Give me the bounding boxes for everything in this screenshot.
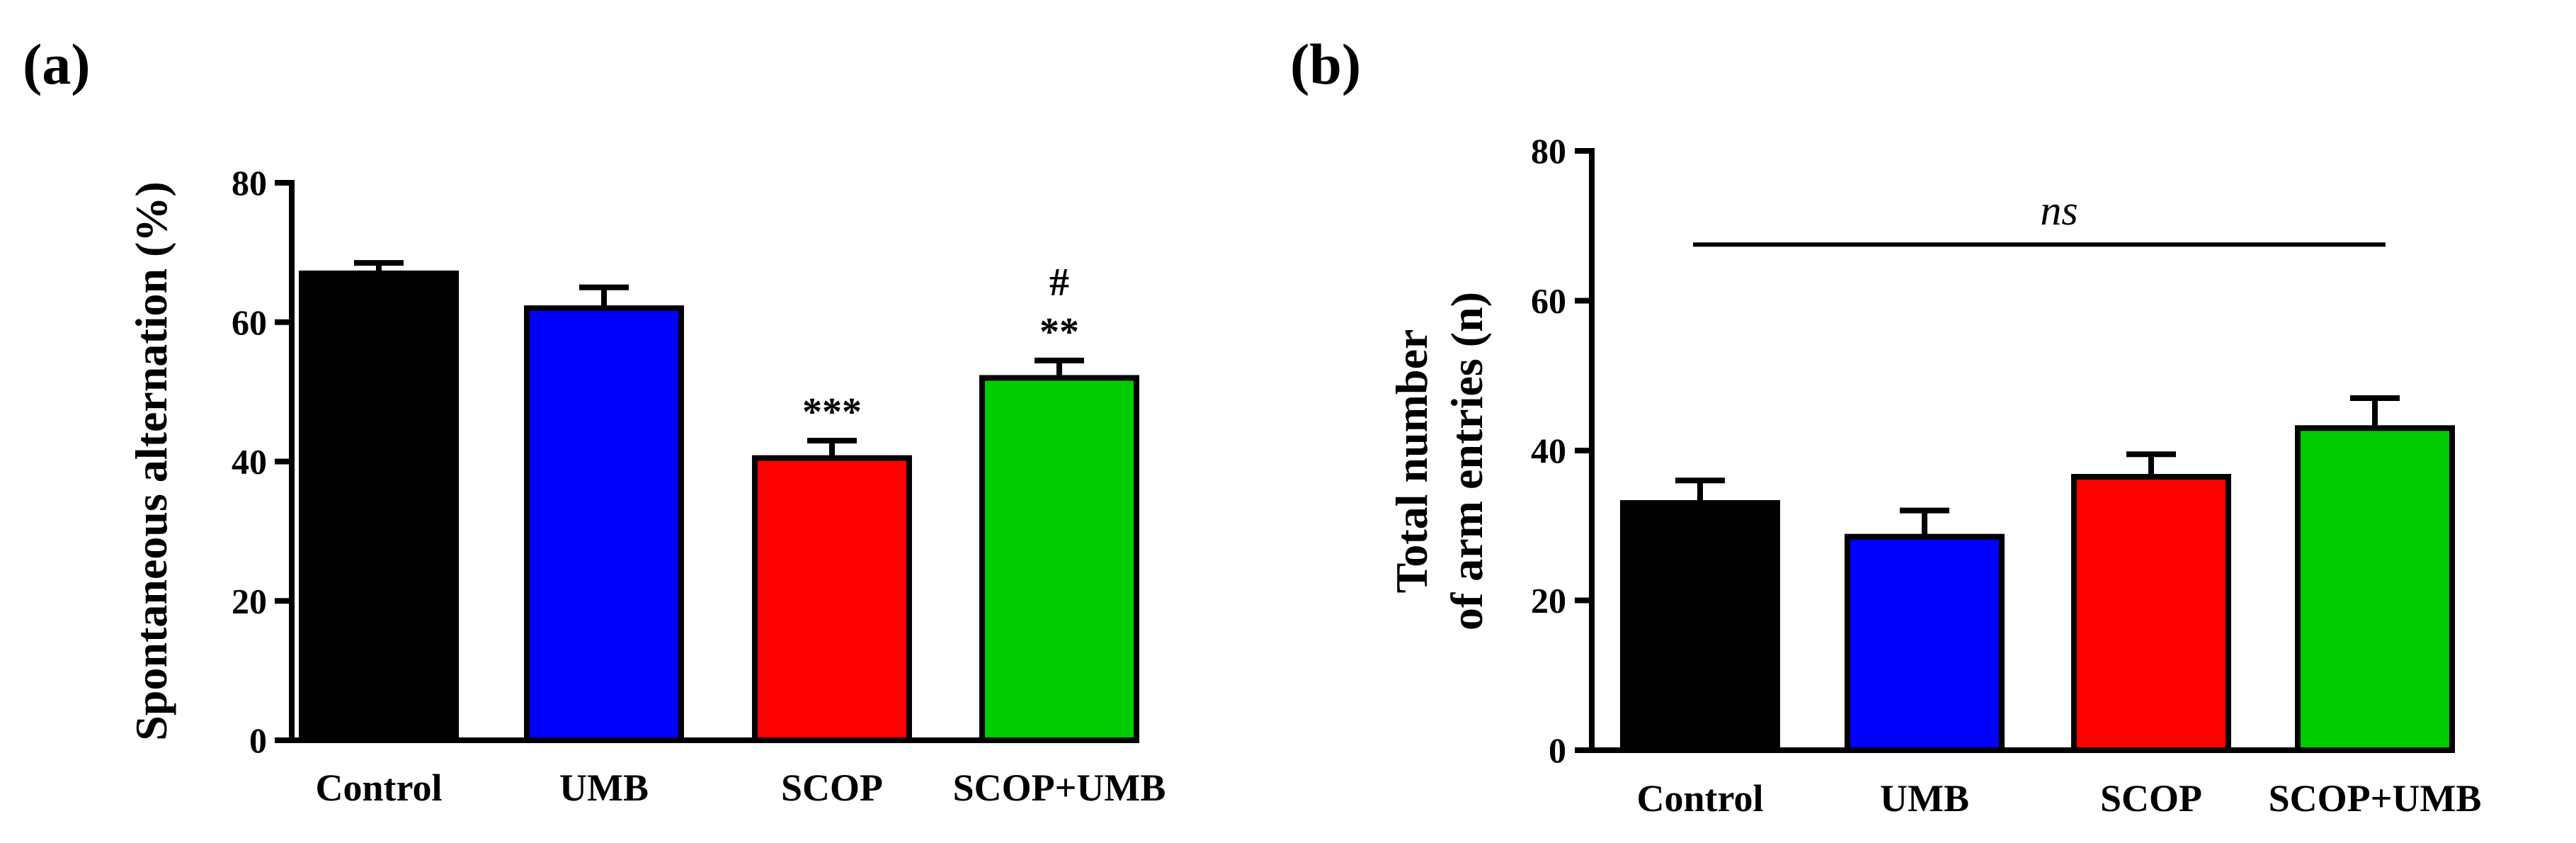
bar-scop <box>752 455 912 743</box>
significance-marker: # <box>1049 261 1069 305</box>
y-tick-label: 0 <box>249 720 267 760</box>
bar-scop <box>2071 474 2231 753</box>
significance-marker: ** <box>1039 310 1079 354</box>
y-tick-label: 40 <box>1531 431 1566 470</box>
category-label: UMB <box>559 766 649 809</box>
y-tick-label: 80 <box>1531 131 1566 171</box>
bar-control <box>1620 500 1780 754</box>
category-label: Control <box>1636 777 1763 820</box>
y-tick-label: 60 <box>1531 281 1566 321</box>
category-label: UMB <box>1880 777 1969 820</box>
y-tick-label: 60 <box>232 302 267 342</box>
bar-scop-umb <box>979 375 1139 743</box>
bar-scop-umb <box>2295 425 2455 754</box>
y-tick-label: 40 <box>232 442 267 482</box>
bar-control <box>299 270 459 743</box>
panel-b: (b) Control UMB SCOP SCOP+UMB 0 20 40 60 80 Total … <box>1290 32 2481 820</box>
panel-label: (a) <box>23 32 91 96</box>
y-tick-label: 0 <box>1549 730 1566 770</box>
y-axis-label-line: of arm entries (n) <box>1442 292 1492 630</box>
y-axis-label: Spontaneous alternation (%) <box>126 181 176 740</box>
category-label: SCOP <box>2100 777 2202 820</box>
category-label: Control <box>315 766 442 809</box>
category-label: SCOP+UMB <box>2269 777 2482 820</box>
bar-umb <box>524 305 684 743</box>
y-tick-label: 20 <box>1531 581 1566 621</box>
significance-marker: *** <box>802 390 862 434</box>
y-axis-label-line: Total number <box>1386 329 1437 594</box>
y-tick-label: 80 <box>232 163 267 203</box>
panel-a: (a) Control UMB SCOP SCOP+UMB 0 20 40 60 80 Sponta… <box>23 32 1166 809</box>
bar-umb <box>1845 533 2005 753</box>
y-tick-label: 20 <box>232 581 267 621</box>
panel-label: (b) <box>1290 32 1361 96</box>
ns-label: ns <box>2040 187 2078 234</box>
category-label: SCOP+UMB <box>953 766 1166 809</box>
category-label: SCOP <box>781 766 883 809</box>
